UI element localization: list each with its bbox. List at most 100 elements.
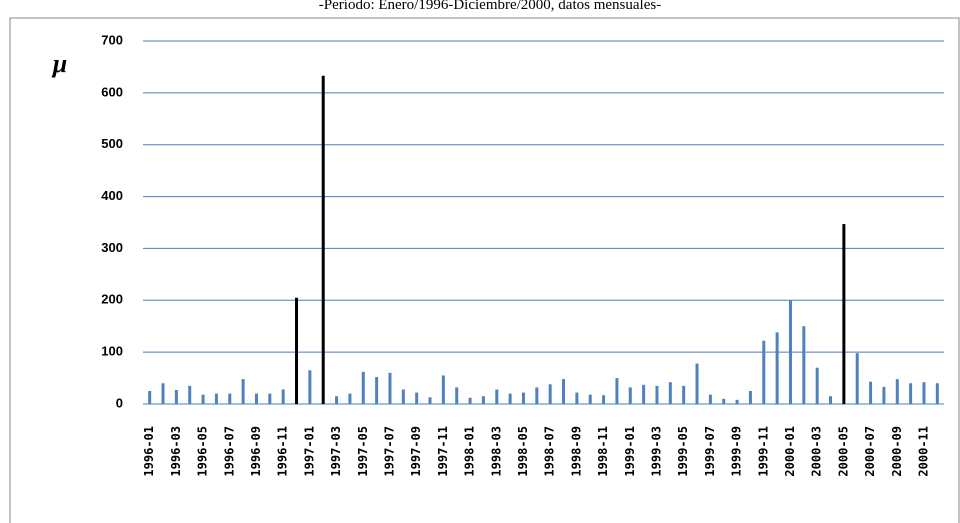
bar xyxy=(441,375,445,404)
bar xyxy=(642,384,646,404)
bar xyxy=(655,385,659,404)
bar xyxy=(348,393,352,404)
x-tick-label: 1999-03 xyxy=(649,426,663,477)
bar xyxy=(428,397,432,404)
y-tick-label: 100 xyxy=(101,344,123,359)
bar xyxy=(602,395,606,404)
x-tick-label: 1999-09 xyxy=(730,426,744,477)
x-tick-label: 1998-05 xyxy=(516,426,530,477)
bar xyxy=(909,383,913,404)
x-tick-label: 1996-01 xyxy=(142,426,156,477)
bar xyxy=(254,393,258,404)
bar xyxy=(869,381,873,404)
bar xyxy=(388,372,392,404)
bar xyxy=(228,393,232,404)
bar xyxy=(588,394,592,404)
x-tick-label: 1998-03 xyxy=(489,426,503,477)
bar xyxy=(829,396,833,404)
bar xyxy=(281,389,285,404)
bar xyxy=(548,384,552,404)
bar xyxy=(695,363,699,404)
bar xyxy=(161,383,165,404)
y-tick-label: 600 xyxy=(101,84,123,99)
x-tick-label: 1997-03 xyxy=(329,426,343,477)
bar xyxy=(775,332,779,404)
bar xyxy=(628,387,632,404)
y-tick-label: 0 xyxy=(116,395,123,410)
x-tick-label: 1999-01 xyxy=(623,426,637,477)
bar xyxy=(815,367,819,404)
y-tick-label: 200 xyxy=(101,292,123,307)
bar xyxy=(882,386,886,404)
bar xyxy=(508,393,512,404)
x-tick-label: 2000-01 xyxy=(783,426,797,477)
bar xyxy=(415,392,419,404)
bar xyxy=(295,297,299,404)
bar xyxy=(615,378,619,404)
x-tick-label: 2000-09 xyxy=(890,426,904,477)
bar xyxy=(521,392,525,404)
bar xyxy=(174,389,178,404)
bar xyxy=(788,300,792,404)
bar xyxy=(188,385,192,404)
bar xyxy=(735,399,739,404)
bar xyxy=(455,387,459,404)
bar xyxy=(748,391,752,404)
x-tick-label: 2000-05 xyxy=(836,426,850,477)
bar xyxy=(842,224,846,404)
bar xyxy=(148,391,152,404)
bar xyxy=(468,397,472,404)
bar xyxy=(935,383,939,404)
x-tick-label: 1996-07 xyxy=(222,426,236,477)
x-tick-label: 2000-03 xyxy=(810,426,824,477)
bar xyxy=(481,396,485,404)
bar xyxy=(722,398,726,404)
y-axis-label: μ xyxy=(51,49,67,78)
bar xyxy=(668,382,672,404)
y-tick-label: 300 xyxy=(101,240,123,255)
x-tick-label: 1999-07 xyxy=(703,426,717,477)
x-tick-label: 1998-01 xyxy=(463,426,477,477)
bar xyxy=(762,340,766,404)
x-tick-label: 2000-07 xyxy=(863,426,877,477)
bar xyxy=(308,370,312,404)
chart-frame xyxy=(9,17,960,523)
y-tick-label: 700 xyxy=(101,32,123,47)
bar xyxy=(895,379,899,404)
x-tick-label: 1996-11 xyxy=(276,426,290,477)
bar xyxy=(241,379,245,404)
x-tick-label: 1999-11 xyxy=(756,426,770,477)
bar xyxy=(335,396,339,404)
x-tick-label: 1997-01 xyxy=(302,426,316,477)
x-tick-label: 1997-09 xyxy=(409,426,423,477)
x-tick-label: 1996-03 xyxy=(169,426,183,477)
bar xyxy=(562,379,566,404)
bar xyxy=(495,389,499,404)
x-tick-label: 1998-07 xyxy=(543,426,557,477)
bar xyxy=(201,394,205,404)
bar xyxy=(401,389,405,404)
bar xyxy=(375,377,379,404)
bar xyxy=(268,393,272,404)
chart-title: -Período: Enero/1996-Diciembre/2000, dat… xyxy=(319,0,661,13)
bar xyxy=(535,387,539,404)
x-tick-label: 1996-09 xyxy=(249,426,263,477)
bar xyxy=(214,393,218,404)
x-tick-label: 1998-09 xyxy=(569,426,583,477)
y-tick-label: 400 xyxy=(101,188,123,203)
x-tick-label: 1997-07 xyxy=(382,426,396,477)
bar xyxy=(575,392,579,404)
x-tick-label: 1997-05 xyxy=(356,426,370,477)
x-tick-label: 2000-11 xyxy=(916,426,930,477)
bar xyxy=(708,394,712,404)
x-tick-label: 1998-11 xyxy=(596,426,610,477)
bar xyxy=(922,382,926,404)
x-tick-label: 1999-05 xyxy=(676,426,690,477)
x-tick-label: 1996-05 xyxy=(196,426,210,477)
bar xyxy=(361,371,365,404)
bar xyxy=(682,385,686,404)
bar xyxy=(802,326,806,404)
y-tick-label: 500 xyxy=(101,136,123,151)
